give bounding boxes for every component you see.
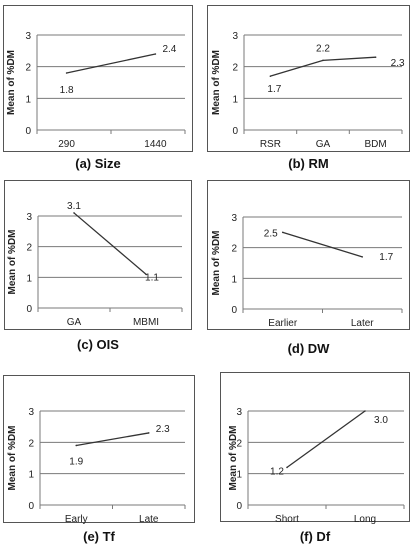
- y-tick-label-e-2: 2: [28, 438, 34, 449]
- series-line-d: [282, 231, 363, 258]
- data-label-e-0: 1.9: [69, 456, 83, 467]
- y-tick-label-d-1: 1: [231, 274, 237, 285]
- data-point-a-1: [154, 53, 157, 55]
- data-label-f-0: 1.2: [270, 466, 284, 477]
- data-label-b-2: 2.3: [391, 58, 405, 69]
- series-line-f: [286, 410, 366, 468]
- y-tick-label-e-1: 1: [28, 470, 34, 481]
- data-point-e-1: [147, 432, 150, 434]
- y-tick-label-a-1: 1: [25, 94, 31, 105]
- y-tick-label-d-0: 0: [231, 305, 237, 316]
- y-tick-label-b-0: 0: [232, 126, 238, 137]
- x-tick-label-c-1: MBMI: [133, 317, 159, 328]
- data-point-c-1: [145, 273, 147, 276]
- data-point-b-1: [322, 59, 324, 62]
- data-label-e-1: 2.3: [156, 424, 170, 435]
- panel-frame-e: [3, 375, 195, 523]
- panel-frame-b: [207, 5, 410, 152]
- y-tick-label-b-1: 1: [232, 94, 238, 105]
- x-tick-label-b-2: BDM: [364, 139, 386, 150]
- x-tick-label-f-1: Long: [354, 514, 376, 525]
- y-tick-label-a-0: 0: [25, 126, 31, 137]
- data-label-f-1: 3.0: [374, 415, 388, 426]
- y-tick-label-c-2: 2: [26, 243, 32, 254]
- y-axis-label-b: Mean of %DM: [211, 50, 222, 115]
- y-axis-label-f: Mean of %DM: [228, 426, 239, 491]
- series-line-e: [76, 432, 149, 447]
- data-label-c-0: 3.1: [67, 201, 81, 212]
- y-axis-label-c: Mean of %DM: [7, 230, 18, 295]
- data-point-d-0: [281, 231, 284, 234]
- data-label-b-1: 2.2: [316, 43, 330, 54]
- panel-frame-a: [3, 5, 193, 152]
- x-tick-label-a-1: 1440: [144, 139, 167, 150]
- y-tick-label-c-0: 0: [26, 304, 32, 315]
- data-point-e-0: [75, 444, 78, 447]
- x-tick-label-d-1: Later: [351, 318, 374, 329]
- x-tick-label-e-0: Early: [65, 514, 88, 525]
- data-point-d-1: [361, 256, 364, 258]
- y-tick-label-a-2: 2: [25, 63, 31, 74]
- y-tick-label-e-3: 3: [28, 407, 34, 418]
- caption-c: (c) OIS: [77, 337, 119, 352]
- x-tick-label-c-0: GA: [67, 317, 82, 328]
- data-point-c-0: [73, 212, 75, 214]
- y-tick-label-c-1: 1: [26, 273, 32, 284]
- data-label-b-0: 1.7: [267, 84, 281, 95]
- y-tick-label-b-3: 3: [232, 31, 238, 42]
- caption-f: (f) Df: [299, 529, 331, 544]
- data-point-b-2: [374, 56, 377, 58]
- data-label-c-1: 1.1: [145, 272, 159, 283]
- data-point-f-1: [364, 410, 366, 412]
- y-tick-label-f-2: 2: [236, 438, 242, 449]
- x-tick-label-f-0: Short: [275, 514, 299, 525]
- y-tick-label-d-3: 3: [231, 213, 237, 224]
- data-point-a-0: [65, 72, 68, 74]
- y-tick-label-a-3: 3: [25, 31, 31, 42]
- x-tick-label-b-0: RSR: [260, 139, 281, 150]
- series-line-c: [73, 212, 147, 275]
- data-point-f-0: [286, 466, 288, 469]
- caption-a: (a) Size: [75, 156, 121, 171]
- y-axis-label-e: Mean of %DM: [7, 426, 18, 491]
- data-label-a-1: 2.4: [162, 44, 176, 55]
- caption-d: (d) DW: [287, 341, 330, 356]
- y-tick-label-e-0: 0: [28, 501, 34, 512]
- y-tick-label-f-0: 0: [236, 501, 242, 512]
- data-label-d-1: 1.7: [379, 252, 393, 263]
- x-tick-label-a-0: 290: [58, 139, 75, 150]
- data-label-d-0: 2.5: [264, 228, 278, 239]
- series-line-a: [66, 53, 156, 74]
- y-tick-label-c-3: 3: [26, 212, 32, 223]
- data-point-b-0: [269, 75, 272, 77]
- caption-b: (b) RM: [288, 156, 329, 171]
- y-tick-label-f-3: 3: [236, 407, 242, 418]
- y-tick-label-d-2: 2: [231, 244, 237, 255]
- x-tick-label-d-0: Earlier: [268, 318, 298, 329]
- x-tick-label-e-1: Late: [139, 514, 159, 525]
- caption-e: (e) Tf: [83, 529, 115, 544]
- panel-frame-d: [207, 180, 410, 330]
- data-label-a-0: 1.8: [60, 85, 74, 96]
- panel-frame-c: [4, 180, 192, 330]
- x-tick-label-b-1: GA: [316, 139, 331, 150]
- y-tick-label-b-2: 2: [232, 63, 238, 74]
- y-tick-label-f-1: 1: [236, 470, 242, 481]
- y-axis-label-a: Mean of %DM: [6, 50, 17, 115]
- y-axis-label-d: Mean of %DM: [211, 231, 222, 296]
